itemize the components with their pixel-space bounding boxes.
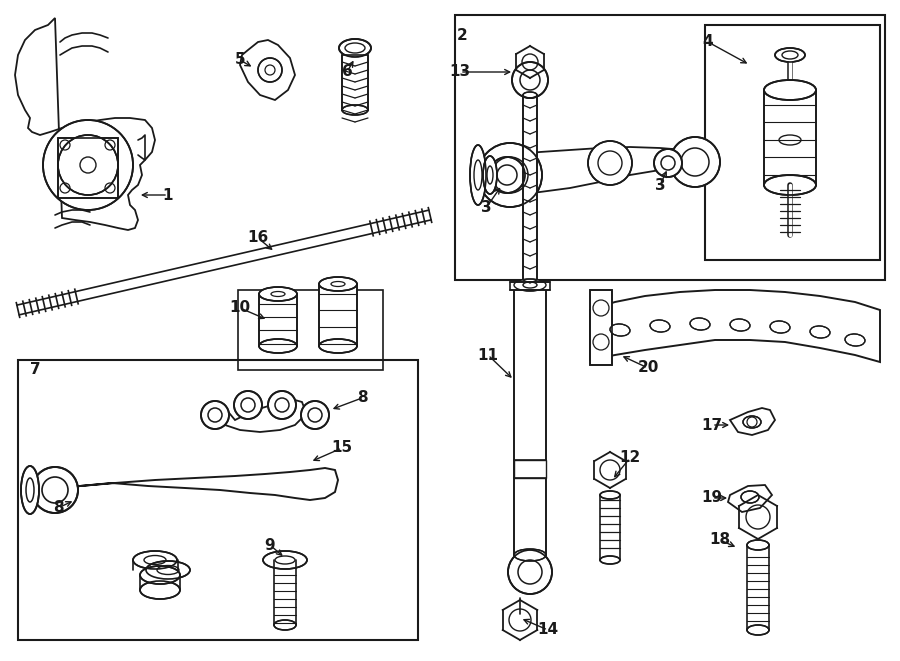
Ellipse shape (600, 556, 620, 564)
Ellipse shape (523, 92, 537, 98)
Ellipse shape (133, 551, 177, 569)
Text: 5: 5 (235, 52, 246, 67)
Bar (259, 294, 297, 346)
Ellipse shape (489, 157, 525, 193)
Ellipse shape (140, 581, 180, 599)
Polygon shape (220, 400, 305, 432)
Ellipse shape (342, 105, 368, 115)
Bar (764, 90, 816, 185)
Ellipse shape (650, 320, 670, 332)
Circle shape (43, 120, 133, 210)
Ellipse shape (770, 321, 790, 333)
Ellipse shape (339, 39, 371, 57)
Polygon shape (730, 408, 775, 435)
Circle shape (478, 143, 542, 207)
Text: 10: 10 (230, 301, 250, 315)
Bar (590, 290, 612, 365)
Text: 11: 11 (478, 348, 499, 362)
Circle shape (512, 62, 548, 98)
Ellipse shape (810, 326, 830, 338)
Ellipse shape (470, 145, 486, 205)
Ellipse shape (845, 334, 865, 346)
Ellipse shape (514, 279, 546, 291)
Ellipse shape (764, 80, 816, 100)
Bar (523, 95, 537, 285)
Bar (514, 460, 546, 478)
Text: 2: 2 (456, 28, 467, 42)
Ellipse shape (301, 401, 329, 429)
Text: 7: 7 (30, 362, 40, 377)
Text: 4: 4 (703, 34, 714, 50)
Ellipse shape (263, 551, 307, 569)
Ellipse shape (483, 156, 497, 194)
Bar (510, 282, 550, 290)
Ellipse shape (775, 48, 805, 62)
Ellipse shape (319, 339, 357, 353)
Text: 19: 19 (701, 490, 723, 506)
Ellipse shape (319, 277, 357, 291)
Text: 16: 16 (248, 231, 268, 245)
Ellipse shape (600, 491, 620, 499)
Ellipse shape (259, 287, 297, 301)
Bar (18, 360, 418, 640)
Ellipse shape (234, 391, 262, 419)
Polygon shape (728, 485, 772, 512)
Ellipse shape (741, 491, 759, 503)
Polygon shape (15, 18, 155, 230)
Polygon shape (52, 468, 338, 500)
Bar (58, 138, 118, 198)
Ellipse shape (140, 566, 180, 584)
Text: 13: 13 (449, 65, 471, 79)
Text: 6: 6 (342, 65, 353, 79)
Ellipse shape (730, 319, 750, 331)
Text: 3: 3 (481, 200, 491, 215)
Circle shape (670, 137, 720, 187)
Ellipse shape (146, 561, 190, 579)
Ellipse shape (259, 339, 297, 353)
Text: 17: 17 (701, 418, 723, 432)
Ellipse shape (654, 149, 682, 177)
Ellipse shape (201, 401, 229, 429)
Bar (342, 55, 368, 110)
Ellipse shape (747, 540, 769, 550)
Circle shape (258, 58, 282, 82)
Polygon shape (240, 40, 295, 100)
Ellipse shape (268, 391, 296, 419)
Ellipse shape (610, 324, 630, 336)
Text: 3: 3 (654, 178, 665, 192)
Bar (58, 138, 118, 198)
Text: 8: 8 (356, 391, 367, 405)
Ellipse shape (274, 620, 296, 630)
Text: 12: 12 (619, 451, 641, 465)
Text: 14: 14 (537, 623, 559, 637)
Circle shape (508, 550, 552, 594)
Text: 15: 15 (331, 440, 353, 455)
Text: 1: 1 (163, 188, 173, 202)
Polygon shape (590, 290, 880, 362)
Bar (238, 290, 383, 370)
Circle shape (58, 135, 118, 195)
Bar (514, 285, 546, 555)
Circle shape (588, 141, 632, 185)
Text: 9: 9 (265, 537, 275, 553)
Polygon shape (510, 147, 695, 195)
Text: 20: 20 (637, 360, 659, 375)
Ellipse shape (514, 549, 546, 561)
Ellipse shape (747, 625, 769, 635)
Ellipse shape (21, 466, 39, 514)
Bar (455, 15, 885, 280)
Text: 8: 8 (53, 500, 63, 516)
Ellipse shape (32, 467, 78, 513)
Bar (319, 284, 357, 346)
Ellipse shape (523, 282, 537, 288)
Bar (590, 290, 612, 365)
Bar (705, 25, 880, 260)
Ellipse shape (690, 318, 710, 330)
Text: 18: 18 (709, 533, 731, 547)
Ellipse shape (743, 416, 761, 428)
Ellipse shape (764, 175, 816, 195)
